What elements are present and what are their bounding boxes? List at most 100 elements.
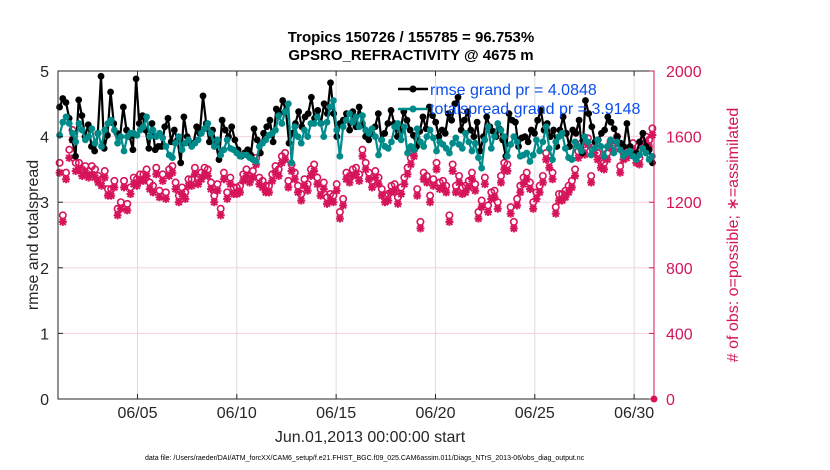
rmse-point	[148, 120, 156, 127]
totalspread-point	[143, 113, 150, 121]
totalspread-point	[336, 152, 344, 160]
rmse-point	[374, 110, 382, 118]
obs-assimilated-point	[181, 194, 190, 203]
series-totalspread	[56, 97, 656, 172]
obs-assimilated-point	[149, 188, 158, 197]
obs-assimilated-point	[455, 178, 464, 187]
totalspread-point	[62, 113, 70, 121]
asterisk-stroke	[133, 182, 141, 190]
totalspread-point	[394, 120, 402, 127]
rmse-point	[228, 123, 236, 131]
rmse-point	[145, 145, 153, 152]
asterisk-stroke	[274, 172, 283, 180]
totalspread-point	[91, 139, 99, 147]
asterisk-stroke	[471, 187, 479, 195]
rmse-point	[403, 116, 411, 124]
asterisk-stroke	[204, 172, 212, 180]
rmse-point	[205, 138, 213, 146]
totalspread-point	[648, 152, 656, 160]
totalspread-point	[371, 133, 379, 141]
rmse-point	[132, 75, 140, 83]
obs-assimilated-point	[123, 206, 132, 215]
x-tick-label: 06/25	[515, 405, 555, 422]
asterisk-stroke	[519, 180, 528, 188]
rmse-point	[524, 138, 532, 146]
obs-assimilated-point	[203, 171, 212, 180]
chart-title-line2: GPSRO_REFRACTIVITY @ 4675 m	[288, 47, 533, 64]
rmse-point	[454, 93, 462, 101]
obs-assimilated-point	[126, 190, 135, 198]
totalspread-point	[301, 126, 308, 134]
asterisk-stroke	[426, 198, 434, 206]
rmse-point	[550, 126, 558, 134]
asterisk-stroke	[378, 191, 386, 200]
totalspread-point	[326, 103, 334, 111]
totalspread-point	[494, 120, 502, 127]
obs-assimilated-point	[471, 186, 480, 195]
totalspread-point	[330, 97, 337, 104]
rmse-point	[164, 114, 172, 122]
totalspread-point	[446, 149, 453, 157]
totalspread-point	[491, 133, 498, 141]
asterisk-stroke	[477, 203, 486, 211]
asterisk-stroke	[75, 165, 83, 174]
y-axis-left-ticks: 0 1 2 3 4 5	[40, 64, 63, 409]
rmse-point	[97, 72, 105, 80]
y-axis-right-label: # of obs: o=possible; ∗=assimilated	[725, 108, 742, 362]
asterisk-stroke	[113, 211, 122, 220]
obs-assimilated-point	[171, 185, 180, 194]
asterisk-stroke	[371, 173, 380, 182]
totalspread-point	[275, 112, 283, 120]
asterisk-stroke	[101, 173, 109, 182]
totalspread-point	[201, 125, 208, 133]
totalspread-point	[139, 123, 147, 131]
rmse-point	[346, 126, 354, 134]
totalspread-point	[339, 123, 347, 131]
obs-assimilated-point	[158, 176, 167, 185]
obs-assimilated-point	[416, 224, 425, 233]
obs-assimilated-point	[207, 185, 216, 194]
totalspread-point	[310, 120, 318, 127]
asterisk-stroke	[429, 182, 438, 190]
asterisk-stroke	[216, 211, 225, 220]
asterisk-stroke	[461, 188, 470, 197]
obs-assimilated-point	[532, 194, 541, 203]
totalspread-point	[497, 126, 505, 134]
asterisk-stroke	[110, 183, 119, 192]
rmse-point	[601, 126, 608, 134]
rmse-point	[464, 108, 471, 116]
obs-assimilated-point	[587, 178, 596, 187]
totalspread-point	[404, 149, 411, 157]
asterisk-stroke	[297, 196, 305, 205]
totalspread-point	[172, 139, 179, 147]
totalspread-point	[204, 120, 212, 127]
legend-totalspread-label: totalspread grand pr = 3.9148	[430, 101, 640, 118]
obs-assimilated-point	[326, 196, 335, 205]
x-tick-label: 06/30	[614, 405, 654, 422]
rmse-point	[613, 133, 621, 141]
asterisk-stroke	[342, 175, 351, 183]
obs-assimilated-point	[519, 180, 528, 189]
legend-totalspread-marker	[409, 105, 417, 113]
asterisk-stroke	[336, 214, 344, 223]
totalspread-point	[449, 139, 457, 147]
asterisk-stroke	[107, 191, 115, 200]
obs-assimilated-point	[535, 188, 544, 197]
asterisk-stroke	[603, 155, 611, 164]
asterisk-stroke	[506, 209, 515, 218]
obs-assimilated-point	[371, 173, 380, 182]
asterisk-stroke	[265, 188, 273, 197]
obs-assimilated-point	[522, 175, 531, 184]
obs-assimilated-point	[513, 201, 522, 210]
obs-assimilated-point	[329, 198, 338, 207]
totalspread-point	[513, 138, 521, 146]
obs-assimilated-point	[65, 153, 74, 162]
asterisk-stroke	[120, 183, 128, 192]
totalspread-point	[317, 120, 324, 127]
obs-assimilated-point	[361, 165, 370, 174]
totalspread-point	[178, 146, 186, 154]
asterisk-stroke	[197, 175, 206, 183]
rmse-point	[129, 146, 137, 154]
rmse-point	[260, 129, 267, 137]
y-left-tick-label: 5	[40, 64, 49, 81]
